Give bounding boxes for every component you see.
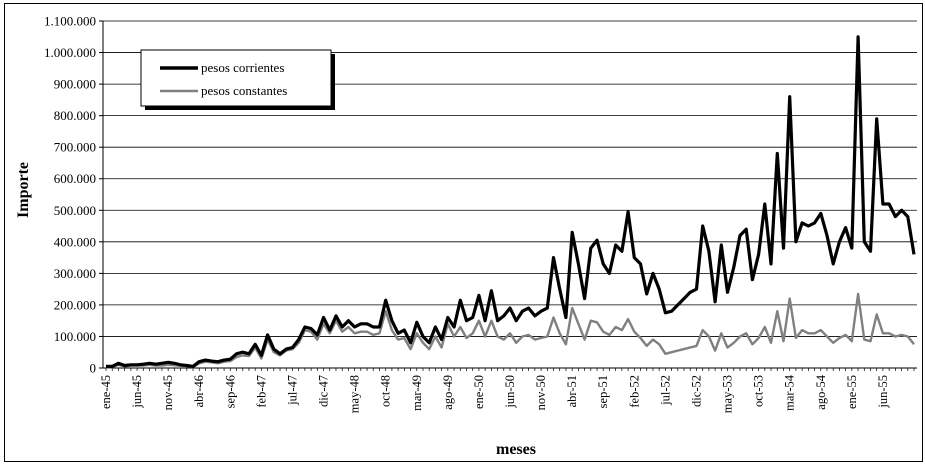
y-tick-label: 200.000 — [54, 297, 96, 312]
y-tick-label: 900.000 — [54, 77, 96, 92]
x-tick-label: oct-53 — [752, 375, 766, 407]
y-tick-label: 1.100.000 — [44, 14, 96, 29]
x-tick-label: feb-52 — [627, 375, 641, 408]
y-tick-label: 300.000 — [54, 266, 96, 281]
y-tick-label: 700.000 — [54, 140, 96, 155]
y-tick-label: 1.000.000 — [44, 45, 96, 60]
x-tick-label: jul-47 — [285, 375, 299, 406]
x-tick-label: jun-50 — [503, 375, 517, 409]
y-tick-label: 800.000 — [54, 108, 96, 123]
x-tick-label: abr-46 — [192, 375, 206, 407]
series-lines — [106, 35, 916, 369]
legend: pesos corrientes pesos constantes — [140, 49, 335, 110]
x-tick-label: jul-52 — [658, 375, 672, 406]
x-tick-label: may-53 — [721, 375, 735, 413]
y-axis-ticks: 0 100.000 200.000 300.000 400.000 500.000 600.… — [44, 14, 103, 376]
x-axis-title: meses — [496, 441, 536, 458]
x-tick-label: ene-45 — [99, 375, 113, 409]
x-tick-label: nov-50 — [534, 375, 548, 410]
x-tick-label: feb-47 — [254, 375, 268, 408]
series-pesos-constantes — [106, 292, 915, 369]
x-tick-label: jun-45 — [130, 375, 144, 409]
x-tick-label: mar-49 — [410, 375, 424, 411]
x-tick-label: dic-47 — [317, 375, 331, 407]
legend-label-pesos-constantes: pesos constantes — [201, 83, 287, 98]
x-tick-label: ago-49 — [441, 375, 455, 410]
x-tick-label: nov-45 — [161, 375, 175, 410]
y-tick-label: 0 — [90, 361, 97, 376]
y-tick-label: 400.000 — [54, 234, 96, 249]
x-tick-label: ene-50 — [472, 375, 486, 409]
x-tick-label: abr-51 — [565, 375, 579, 407]
x-tick-label: may-48 — [348, 375, 362, 413]
x-tick-label: sep-46 — [223, 375, 237, 408]
x-axis-ticks: ene-45 jun-45 nov-45 abr-46 sep-46 feb-47 jul-… — [99, 368, 915, 413]
y-tick-label: 600.000 — [54, 171, 96, 186]
x-tick-label: mar-54 — [783, 374, 797, 411]
x-tick-label: ene-55 — [845, 375, 859, 409]
x-tick-label: jun-55 — [876, 375, 890, 409]
y-axis-title: Importe — [15, 162, 32, 218]
y-tick-label: 100.000 — [54, 329, 96, 344]
series-pesos-corrientes — [106, 35, 916, 368]
x-tick-label: oct-48 — [379, 375, 393, 407]
legend-label-pesos-corrientes: pesos corrientes — [201, 60, 284, 75]
x-tick-label: sep-51 — [596, 375, 610, 408]
x-tick-label: ago-54 — [814, 374, 828, 409]
legend-box — [140, 49, 332, 107]
y-tick-label: 500.000 — [54, 203, 96, 218]
x-tick-label: dic-52 — [689, 375, 703, 407]
